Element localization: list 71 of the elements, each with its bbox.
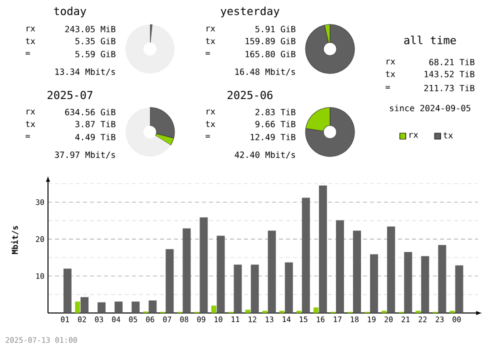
y-axis-title: Mbit/s (11, 226, 19, 254)
text: rx (26, 110, 36, 114)
bar (336, 220, 344, 313)
bar (148, 300, 157, 313)
text: 3.87 TiB (75, 120, 116, 128)
bar (370, 254, 378, 313)
bar (353, 230, 362, 313)
bar (250, 264, 259, 313)
text: 16.48 Mbit/s (235, 68, 295, 76)
bar (182, 228, 191, 313)
text: 634.56 GiB (65, 108, 116, 116)
bar (404, 252, 412, 313)
text: tx (206, 121, 216, 127)
text: tx (26, 38, 36, 44)
text: 37.97 Mbit/s (54, 151, 115, 159)
bar (245, 310, 250, 313)
bar (302, 198, 310, 313)
text: 159.89 GiB (246, 38, 296, 44)
legend-label: tx (443, 132, 453, 138)
text: rx (386, 60, 396, 64)
chart-title: 2025-06 (228, 90, 272, 100)
text: 68.21 TiB (429, 58, 474, 66)
text: rx (26, 26, 36, 32)
text: tx (386, 71, 396, 77)
legend-label: rx (410, 132, 418, 138)
bar (98, 302, 106, 313)
bar (75, 302, 80, 313)
bar (114, 302, 123, 313)
text: 243.05 MiB (65, 26, 116, 32)
text: tx (206, 38, 216, 44)
text: 5.35 GiB (75, 38, 116, 44)
text: 9.66 TiB (255, 120, 296, 128)
bar (455, 265, 464, 313)
text: = (386, 86, 390, 88)
bar (211, 306, 216, 313)
text: all time (404, 36, 456, 44)
bar (166, 249, 174, 313)
text: = (26, 52, 30, 54)
text: 211.73 TiB (424, 84, 474, 92)
chart-title: 2025-07 (48, 90, 92, 100)
bar (64, 268, 72, 313)
chart-title: yesterday (220, 6, 280, 18)
text: rx (206, 110, 216, 114)
text: 165.80 GiB (246, 50, 296, 58)
text: 4.49 TiB (75, 134, 116, 140)
bar (421, 256, 430, 313)
text: 5.91 GiB (255, 26, 296, 32)
text: 42.40 Mbit/s (234, 151, 295, 159)
bar (284, 262, 293, 313)
text: tx (26, 121, 36, 127)
bar (216, 236, 225, 313)
bar (387, 226, 396, 313)
bar (268, 230, 276, 313)
chart-title: today (54, 6, 86, 18)
text: 13.34 Mbit/s (55, 68, 115, 76)
bar (234, 264, 242, 313)
bar (438, 245, 446, 313)
text: rx (206, 26, 216, 32)
bar (200, 217, 208, 313)
bar (80, 297, 89, 313)
bar (132, 302, 140, 313)
text: 5.59 GiB (75, 50, 116, 58)
text: 2.83 TiB (255, 108, 296, 116)
text: = (206, 135, 210, 138)
bar (313, 307, 318, 313)
text: 12.49 TiB (250, 134, 296, 140)
bar (318, 186, 327, 313)
text: = (206, 52, 210, 54)
text: 143.52 TiB (424, 70, 474, 78)
text: = (26, 135, 30, 138)
text: since 2024-09-05 (390, 104, 470, 112)
